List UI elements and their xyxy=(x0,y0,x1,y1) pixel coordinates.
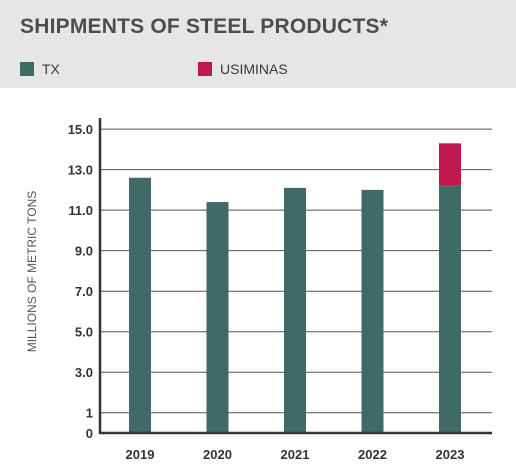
legend-swatch-tx xyxy=(20,62,34,76)
y-tick-label: 15.0 xyxy=(68,122,93,137)
y-tick-label: 1 xyxy=(86,406,93,421)
y-tick-label: 7.0 xyxy=(75,284,93,299)
y-tick-label: 3.0 xyxy=(75,365,93,380)
x-tick-label: 2023 xyxy=(436,447,465,462)
y-axis-title: MILLIONS OF METRIC TONS xyxy=(25,191,39,353)
bar-tx-2022 xyxy=(361,189,384,433)
bar-tx-2020 xyxy=(206,202,229,433)
legend-item-tx: TX xyxy=(20,61,60,77)
chart-title: SHIPMENTS OF STEEL PRODUCTS* xyxy=(20,15,389,38)
bar-tx-2021 xyxy=(284,187,306,433)
bar-usiminas-2023 xyxy=(439,143,461,186)
legend-item-usiminas: USIMINAS xyxy=(198,61,288,77)
y-tick-label: 5.0 xyxy=(75,325,93,340)
y-tick-label: 13.0 xyxy=(68,163,93,178)
y-tick-label: 9.0 xyxy=(75,244,93,259)
x-tick-label: 2022 xyxy=(358,447,387,462)
y-tick-label: 0 xyxy=(86,426,93,441)
legend-swatch-usiminas xyxy=(198,62,212,76)
x-tick-label: 2020 xyxy=(203,447,232,462)
bar-tx-2023 xyxy=(439,185,461,433)
bar-tx-2019 xyxy=(129,177,151,433)
y-tick-label: 11.0 xyxy=(68,203,93,218)
header-band xyxy=(0,0,516,88)
legend-label-tx: TX xyxy=(42,61,60,77)
x-tick-label: 2019 xyxy=(126,447,155,462)
x-tick-label: 2021 xyxy=(281,447,310,462)
legend-label-usiminas: USIMINAS xyxy=(220,61,288,77)
